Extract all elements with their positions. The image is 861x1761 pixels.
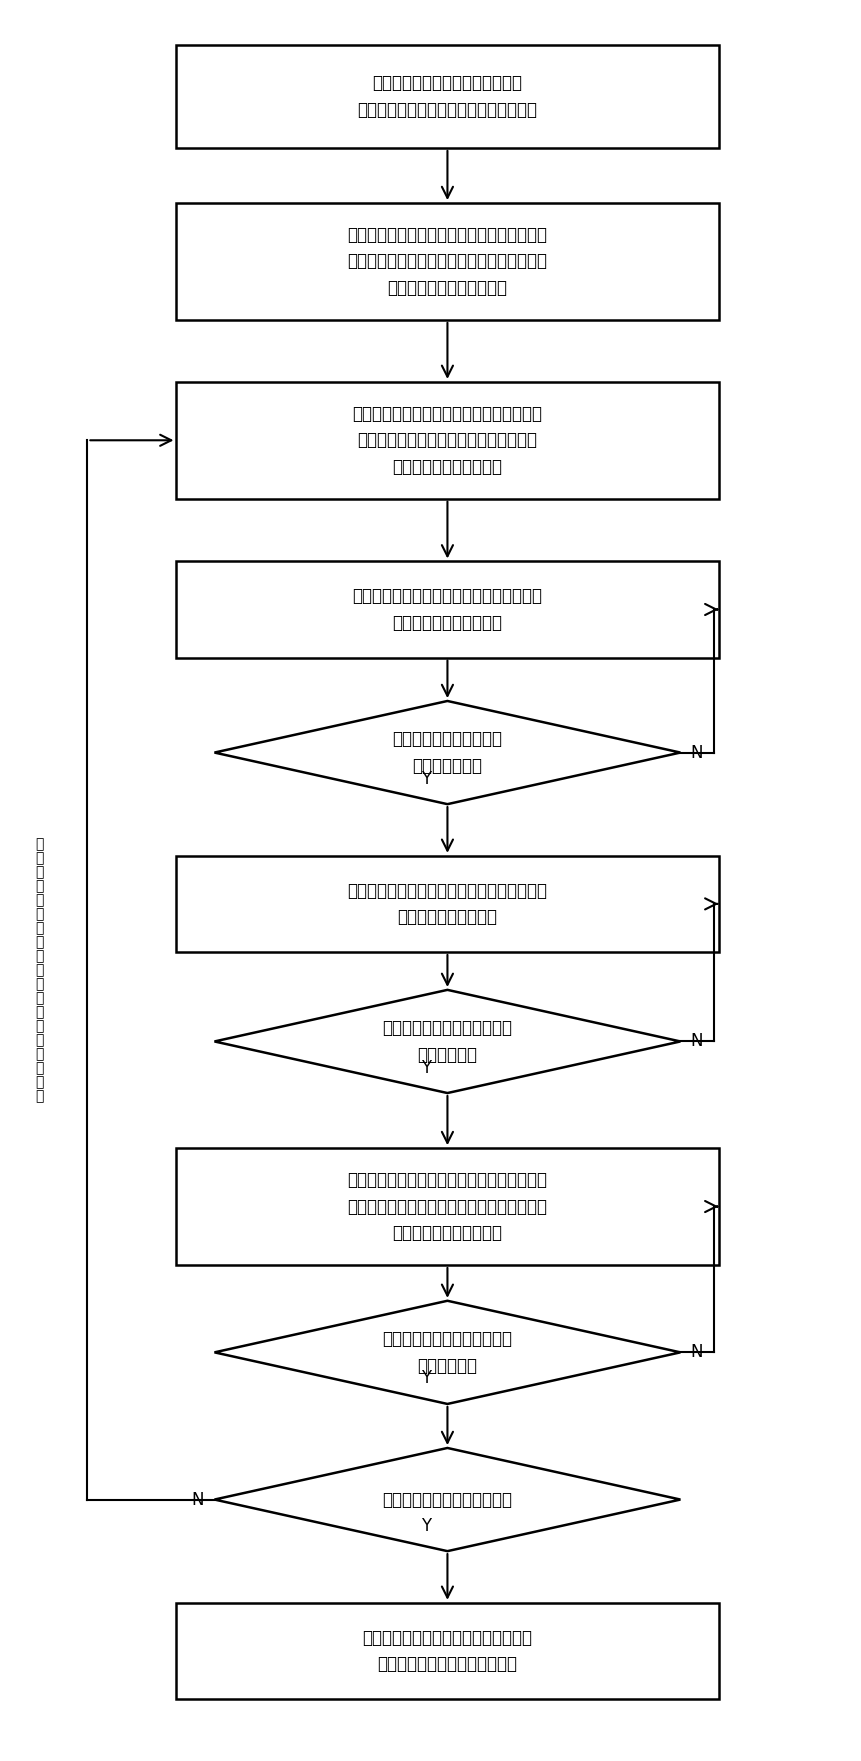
- Text: 热铆接工艺按进行顺序简化分解为
套管加热、铆接成形、整体冷却三个工序: 热铆接工艺按进行顺序简化分解为 套管加热、铆接成形、整体冷却三个工序: [357, 74, 537, 118]
- Polygon shape: [214, 990, 680, 1094]
- FancyBboxPatch shape: [177, 1148, 719, 1264]
- FancyBboxPatch shape: [177, 382, 719, 498]
- Text: 新建套管加热工序，建立套管加热仿真模型
并进行套管加热工序模拟: 新建套管加热工序，建立套管加热仿真模型 并进行套管加热工序模拟: [352, 586, 542, 632]
- Text: N: N: [691, 743, 703, 761]
- Polygon shape: [214, 701, 680, 805]
- Text: Y: Y: [421, 1058, 431, 1076]
- Text: Y: Y: [421, 1370, 431, 1388]
- Text: 波纹直径和筋条宽度和预设的
经验值一致？: 波纹直径和筋条宽度和预设的 经验值一致？: [382, 1330, 512, 1375]
- Text: 波纹直径和筋条宽度和预设的
经验值一致？: 波纹直径和筋条宽度和预设的 经验值一致？: [382, 1020, 512, 1064]
- Polygon shape: [214, 1448, 680, 1551]
- FancyBboxPatch shape: [177, 1603, 719, 1699]
- FancyBboxPatch shape: [177, 856, 719, 953]
- Text: N: N: [691, 1032, 703, 1051]
- Text: 套管温度分布模拟结果、
工艺温度一致？: 套管温度分布模拟结果、 工艺温度一致？: [393, 731, 503, 775]
- Text: 基于工艺文件、推力杆三维模型、模具模型及
其材料牌号生成至少一组工艺参数，选择一组
工艺参数作为当前工艺参数: 基于工艺文件、推力杆三维模型、模具模型及 其材料牌号生成至少一组工艺参数，选择一…: [348, 225, 548, 298]
- Polygon shape: [214, 1301, 680, 1404]
- Text: 输入数据，建立套管、固定模具、加热模具
的装配几何模型，以及球头、模压模具、
导向模具的装配几何模型: 输入数据，建立套管、固定模具、加热模具 的装配几何模型，以及球头、模压模具、 导…: [352, 405, 542, 475]
- FancyBboxPatch shape: [177, 44, 719, 148]
- Text: N: N: [192, 1490, 204, 1509]
- Text: Y: Y: [421, 770, 431, 787]
- Text: Y: Y: [421, 1516, 431, 1534]
- Text: N: N: [691, 1344, 703, 1361]
- Text: 新建整体冷却工序，建立整体冷却过程仿真模
型，进行整体冷却工序模拟，读取模拟得到的
温度的冷却变化分布结果: 新建整体冷却工序，建立整体冷却过程仿真模 型，进行整体冷却工序模拟，读取模拟得到…: [348, 1171, 548, 1242]
- Text: 工艺参数是否已经遍历完毕？: 工艺参数是否已经遍历完毕？: [382, 1490, 512, 1509]
- Text: 新建铆接成形工序，建立铆接成形仿真模型并
进行铆接成形工序模拟: 新建铆接成形工序，建立铆接成形仿真模型并 进行铆接成形工序模拟: [348, 882, 548, 926]
- Text: 从所有工艺参数中选择仿真结果最优的
工艺参数作为仿真分析结果输出: 从所有工艺参数中选择仿真结果最优的 工艺参数作为仿真分析结果输出: [362, 1629, 532, 1673]
- Text: 遍
历
选
择
下
一
组
工
艺
参
数
作
为
当
前
工
艺
参
数: 遍 历 选 择 下 一 组 工 艺 参 数 作 为 当 前 工 艺 参 数: [35, 836, 43, 1102]
- FancyBboxPatch shape: [177, 562, 719, 657]
- FancyBboxPatch shape: [177, 203, 719, 321]
